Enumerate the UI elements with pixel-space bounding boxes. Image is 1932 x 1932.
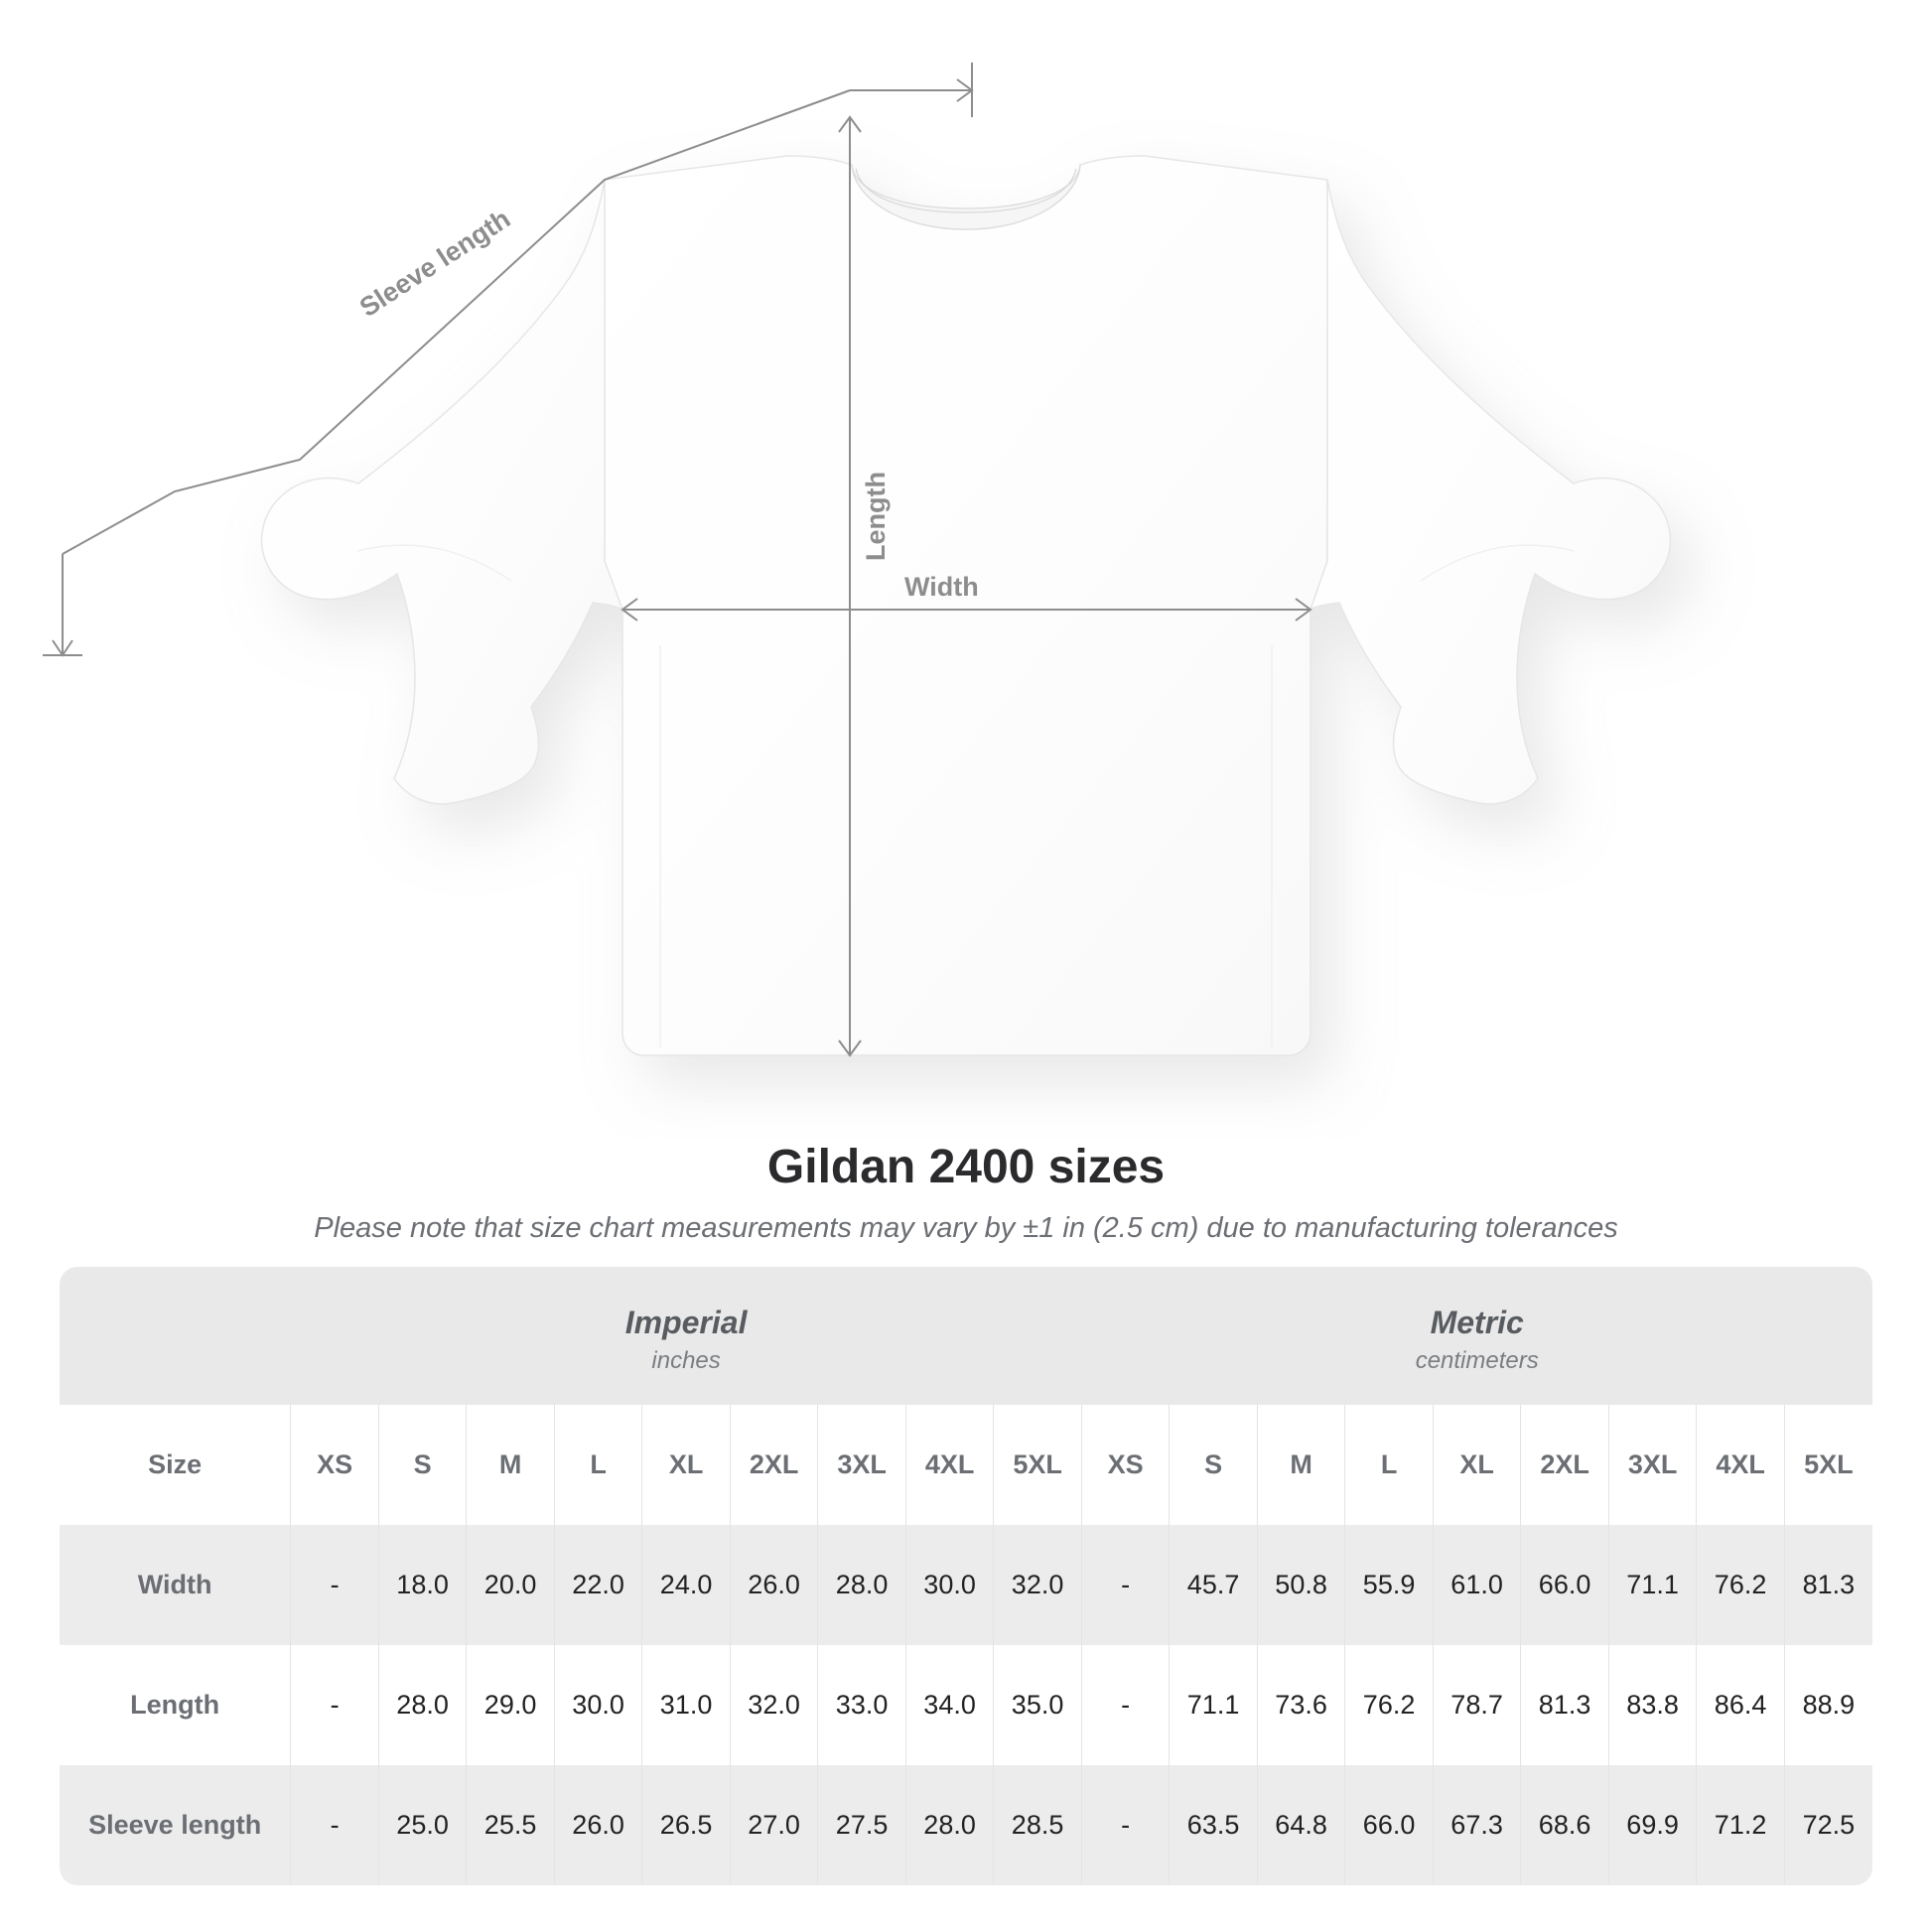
svg-text:Length: Length bbox=[861, 472, 891, 561]
svg-text:Width: Width bbox=[904, 572, 979, 602]
svg-text:Sleeve length: Sleeve length bbox=[354, 204, 515, 323]
